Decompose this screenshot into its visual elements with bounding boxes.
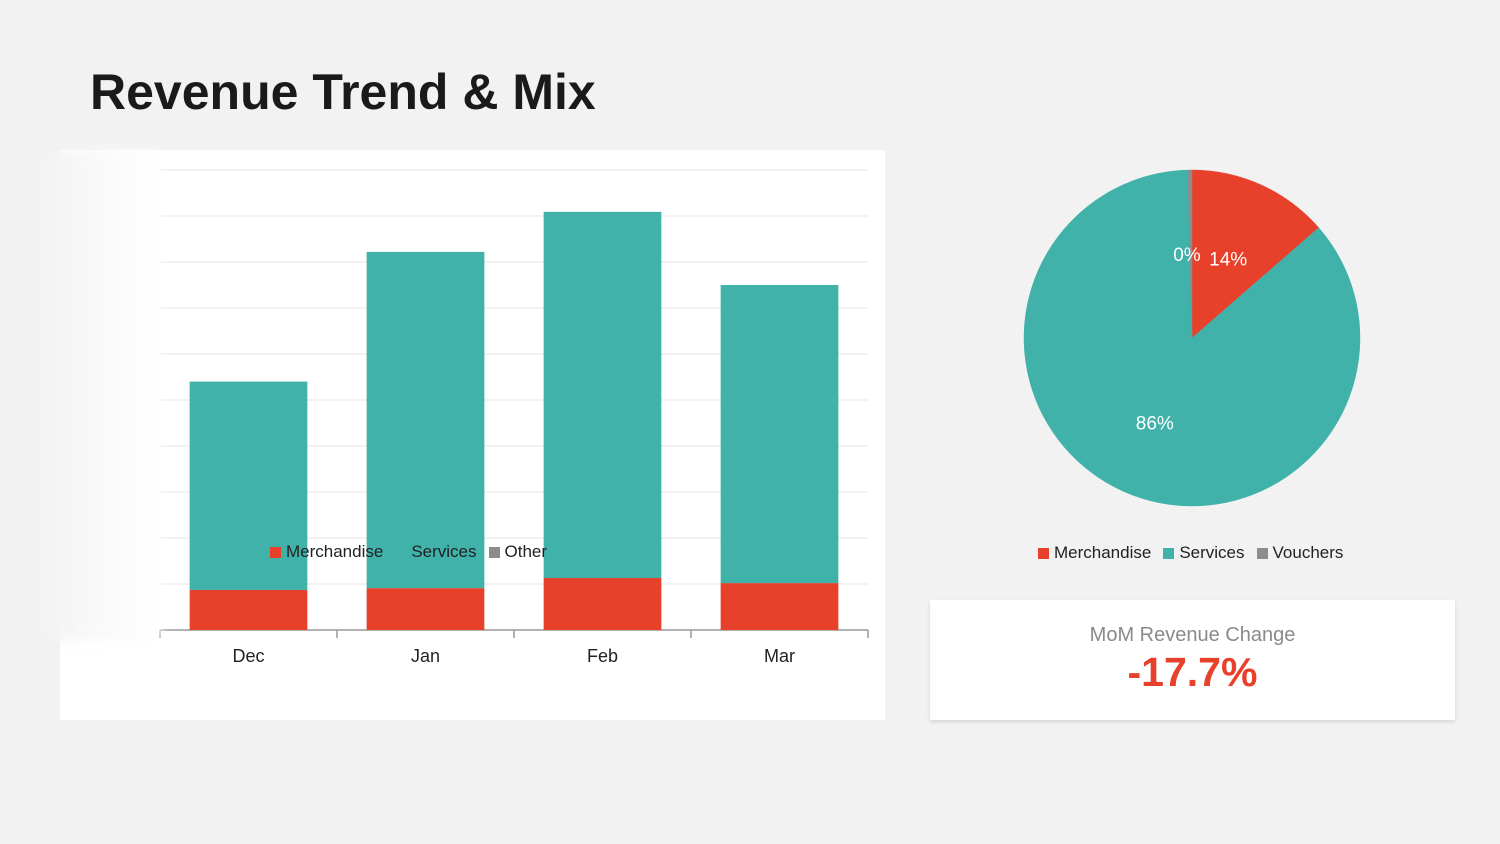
pie-data-label: 0%: [1173, 245, 1201, 266]
bar-segment-merchandise: [366, 588, 485, 630]
legend-label: Other: [504, 542, 548, 561]
bar-segment-merchandise: [189, 589, 308, 630]
pie-slice-vouchers: [1187, 169, 1193, 339]
kpi-value: -17.7%: [1127, 649, 1258, 695]
legend-label: Merchandise: [286, 542, 384, 561]
bar-segment-merchandise: [543, 578, 662, 630]
pie-slice-merchandise: [1191, 169, 1320, 339]
legend-item-vouchers: Vouchers: [1256, 543, 1344, 563]
vouchers-swatch: [1256, 547, 1268, 559]
services-swatch: [1163, 547, 1175, 559]
legend-item-merchandise: Merchandise: [1038, 543, 1151, 563]
legend-item-services: Services: [1163, 543, 1245, 563]
pie-data-label: 86%: [1136, 414, 1174, 435]
pie-chart-wrap: 14% 86% 0%: [1010, 160, 1375, 525]
bar-chart-card: Dec Jan Feb Mar: [40, 150, 885, 720]
pie-data-label: 14%: [1209, 249, 1247, 270]
page-title: Revenue Trend & Mix: [90, 64, 596, 120]
legend-label: Merchandise: [1054, 543, 1152, 562]
merchandise-swatch: [270, 546, 281, 558]
legend-label: Vouchers: [1272, 543, 1344, 562]
kpi-card: MoM Revenue Change -17.7%: [930, 600, 1455, 720]
pie-chart-legend: Merchandise Services Vouchers: [1038, 543, 1343, 563]
legend-label: Services: [1179, 543, 1245, 562]
blurred-y-axis: [40, 150, 160, 640]
bar-segment-services: [720, 285, 839, 584]
legend-label: Services: [411, 542, 477, 561]
pie-slice-services: [1023, 169, 1361, 507]
other-swatch: [488, 546, 500, 558]
kpi-label: MoM Revenue Change: [1089, 624, 1296, 646]
bar-segment-services: [543, 211, 662, 579]
merchandise-swatch: [1038, 547, 1049, 559]
stacked-bar-chart: Dec Jan Feb Mar: [159, 169, 869, 666]
services-swatch: [395, 546, 407, 558]
x-tick-label: Dec: [232, 646, 264, 666]
x-tick-label: Mar: [764, 646, 795, 666]
bar-segment-services: [366, 251, 485, 589]
legend-item-merchandise: Merchandise: [270, 542, 383, 562]
bar-segment-merchandise: [720, 583, 839, 630]
x-tick-label: Jan: [411, 646, 440, 666]
x-tick-label: Feb: [587, 646, 618, 666]
bar-chart-legend: Merchandise Services Other: [270, 542, 547, 562]
legend-item-other: Other: [488, 542, 548, 562]
pie-chart: 14% 86% 0%: [1023, 169, 1361, 507]
legend-item-services: Services: [395, 542, 477, 562]
bar-segment-services: [189, 381, 308, 590]
